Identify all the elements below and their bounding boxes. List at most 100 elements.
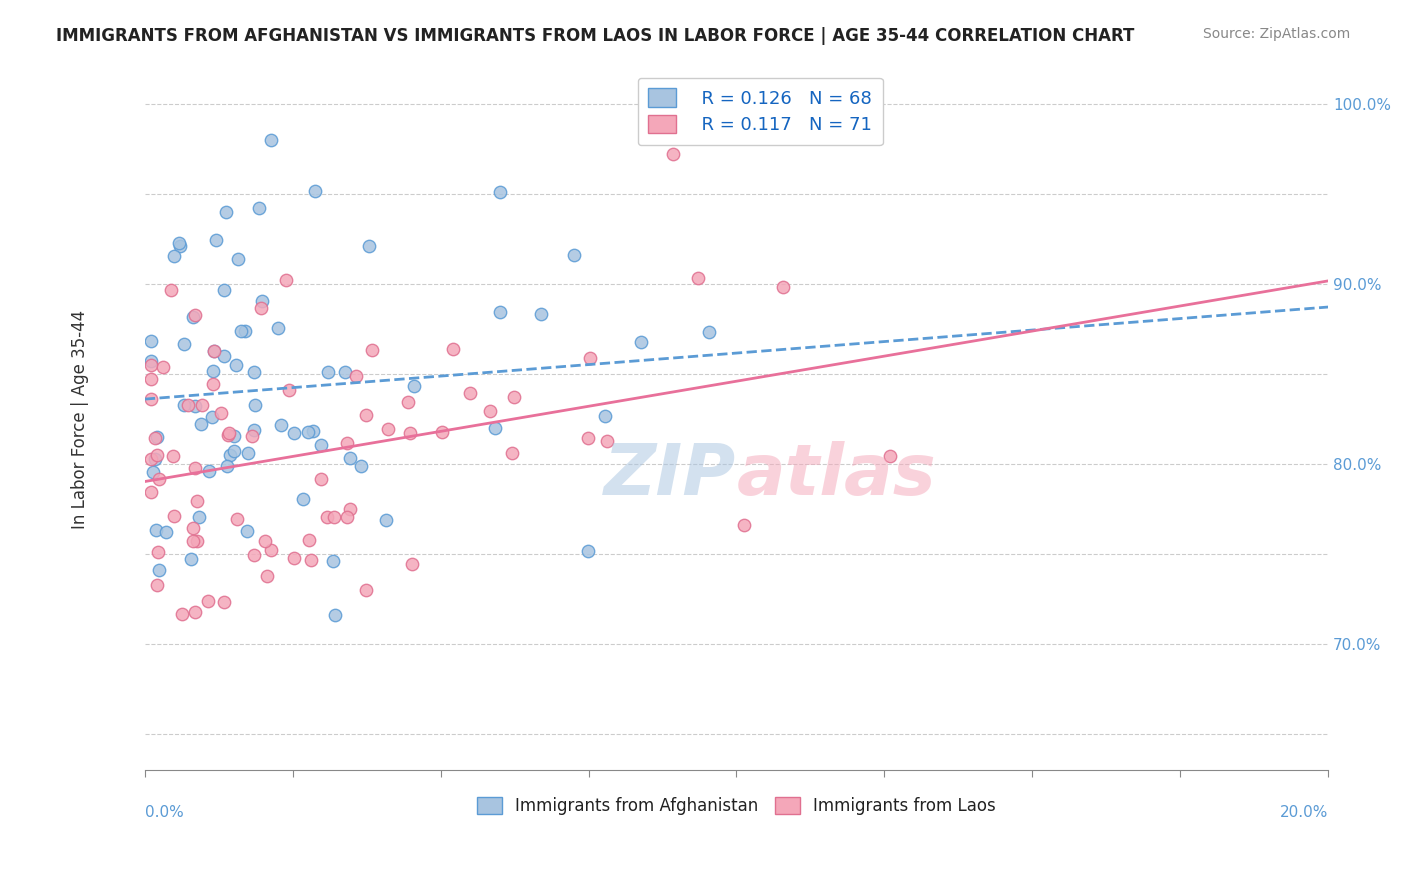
Point xyxy=(139,354,162,368)
Point xyxy=(167,235,190,250)
Point xyxy=(190,417,212,431)
Point xyxy=(163,508,186,523)
Point xyxy=(253,534,276,549)
Point xyxy=(354,583,377,598)
Point xyxy=(229,324,252,338)
Point xyxy=(202,364,225,378)
Point xyxy=(361,343,384,357)
Point xyxy=(377,422,399,436)
Point xyxy=(225,358,247,372)
Point xyxy=(283,426,305,441)
Point xyxy=(148,472,170,486)
Point xyxy=(233,324,256,338)
Point xyxy=(218,426,240,441)
Point xyxy=(243,423,266,437)
Point xyxy=(160,283,183,297)
Point xyxy=(350,458,373,473)
Point xyxy=(593,409,616,423)
Point xyxy=(260,542,283,557)
Point xyxy=(396,395,419,409)
Point xyxy=(202,343,225,358)
Point xyxy=(215,205,238,219)
Point xyxy=(292,491,315,506)
Point xyxy=(181,534,204,549)
Point xyxy=(145,577,167,591)
Point xyxy=(333,365,356,379)
Point xyxy=(304,185,326,199)
Point xyxy=(212,283,235,297)
Point xyxy=(198,464,221,478)
Point xyxy=(163,249,186,263)
Point xyxy=(250,301,273,315)
Point xyxy=(316,365,339,379)
Point xyxy=(173,337,195,351)
Point xyxy=(219,448,242,462)
Point xyxy=(354,408,377,422)
Point xyxy=(662,146,685,161)
Point xyxy=(259,133,281,147)
Point xyxy=(302,424,325,438)
Point xyxy=(576,544,599,558)
Point xyxy=(339,502,361,516)
Point xyxy=(173,398,195,412)
Point xyxy=(256,569,278,583)
Point xyxy=(283,550,305,565)
Point xyxy=(145,523,167,537)
Point xyxy=(686,270,709,285)
Text: atlas: atlas xyxy=(737,441,936,510)
Point xyxy=(212,595,235,609)
Point xyxy=(488,304,510,318)
Point xyxy=(297,425,319,439)
Point xyxy=(443,342,465,356)
Point xyxy=(197,594,219,608)
Point xyxy=(576,431,599,445)
Point xyxy=(148,563,170,577)
Point xyxy=(401,557,423,571)
Point xyxy=(316,509,339,524)
Point xyxy=(432,425,454,439)
Point xyxy=(242,548,264,562)
Point xyxy=(139,392,162,407)
Point xyxy=(215,458,238,473)
Text: 0.0%: 0.0% xyxy=(145,805,184,820)
Text: 20.0%: 20.0% xyxy=(1279,805,1329,820)
Point xyxy=(139,484,162,499)
Text: Source: ZipAtlas.com: Source: ZipAtlas.com xyxy=(1202,27,1350,41)
Point xyxy=(139,358,162,372)
Point xyxy=(155,525,177,540)
Point xyxy=(146,448,169,462)
Point xyxy=(217,428,239,442)
Point xyxy=(181,521,204,535)
Legend: Immigrants from Afghanistan, Immigrants from Laos: Immigrants from Afghanistan, Immigrants … xyxy=(467,787,1007,825)
Point xyxy=(489,185,512,199)
Point xyxy=(278,383,301,397)
Point xyxy=(177,398,200,412)
Point xyxy=(222,429,245,443)
Point xyxy=(322,554,344,568)
Point xyxy=(562,248,585,262)
Point xyxy=(879,449,901,463)
Point xyxy=(209,407,232,421)
Point xyxy=(247,201,270,215)
Point xyxy=(579,351,602,366)
Point xyxy=(172,607,194,621)
Point xyxy=(323,509,346,524)
Point xyxy=(243,398,266,412)
Point xyxy=(145,431,167,445)
Point xyxy=(458,386,481,401)
Point xyxy=(152,360,174,375)
Point xyxy=(252,294,274,309)
Point xyxy=(733,518,755,533)
Point xyxy=(399,425,422,440)
Point xyxy=(336,510,359,524)
Point xyxy=(186,533,208,548)
Point xyxy=(180,552,202,566)
Point xyxy=(339,450,361,465)
Point xyxy=(240,429,263,443)
Point xyxy=(162,449,184,463)
Point xyxy=(323,607,346,622)
Point xyxy=(212,349,235,363)
Point xyxy=(630,335,652,350)
Point xyxy=(226,512,249,526)
Point xyxy=(236,524,259,539)
